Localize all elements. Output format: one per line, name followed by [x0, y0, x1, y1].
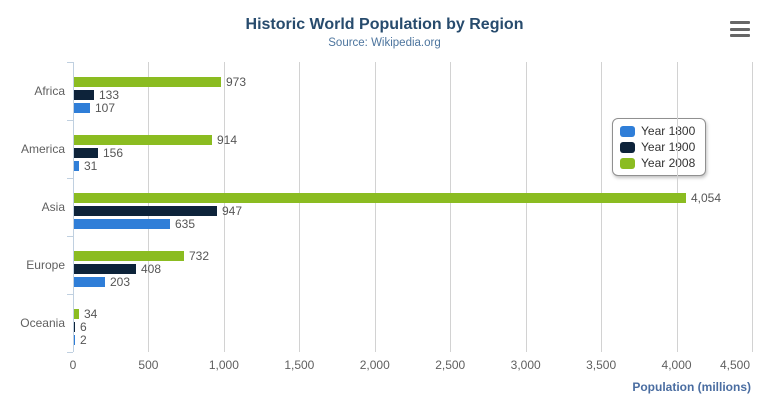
- hamburger-icon: [730, 34, 750, 37]
- category-label: Africa: [34, 84, 65, 98]
- gridline: [223, 62, 225, 352]
- bar-year-1900-europe[interactable]: [74, 264, 136, 274]
- data-label: 947: [222, 204, 243, 218]
- x-axis-label: 3,000: [510, 358, 541, 372]
- bar-year-1900-america[interactable]: [74, 148, 98, 158]
- bar-year-1800-asia[interactable]: [74, 219, 170, 229]
- x-axis-label: 2,000: [359, 358, 390, 372]
- gridline: [525, 62, 527, 352]
- x-axis-label: 1,000: [208, 358, 239, 372]
- bar-year-2008-america[interactable]: [74, 135, 212, 145]
- category-label: Asia: [41, 200, 65, 214]
- hamburger-icon: [730, 21, 750, 24]
- bar-year-2008-oceania[interactable]: [74, 309, 79, 319]
- legend-swatch: [620, 157, 635, 169]
- data-label: 6: [80, 320, 87, 334]
- data-label: 203: [110, 275, 131, 289]
- x-axis-label: 3,500: [586, 358, 617, 372]
- export-menu-button[interactable]: [728, 19, 752, 39]
- gridline: [299, 62, 301, 352]
- legend-label: Year 1800: [641, 124, 696, 138]
- data-label: 914: [217, 133, 238, 147]
- category-label: Oceania: [20, 316, 65, 330]
- data-label: 4,054: [691, 191, 722, 205]
- legend-item-year-2008[interactable]: Year 2008: [620, 155, 699, 171]
- bar-year-2008-europe[interactable]: [74, 251, 184, 261]
- category-label: Europe: [26, 258, 65, 272]
- x-axis-label: 2,500: [435, 358, 466, 372]
- x-axis-label: 0: [69, 358, 77, 372]
- chart-title: Historic World Population by Region: [245, 16, 524, 33]
- legend: Year 1800 Year 1900 Year 2008: [612, 118, 706, 176]
- data-label: 732: [189, 249, 210, 263]
- legend-swatch: [620, 141, 635, 153]
- bar-year-2008-africa[interactable]: [74, 77, 221, 87]
- x-axis-label: 1,500: [284, 358, 315, 372]
- category-axis-tick: [67, 236, 73, 237]
- legend-label: Year 2008: [641, 156, 696, 170]
- data-label: 156: [103, 146, 124, 160]
- category-axis-tick: [67, 294, 73, 295]
- legend-swatch: [620, 125, 635, 137]
- x-axis-label: 500: [138, 358, 159, 372]
- data-label: 408: [141, 262, 162, 276]
- data-label: 31: [84, 159, 98, 173]
- x-axis-label: 4,000: [661, 358, 692, 372]
- gridline: [450, 62, 452, 352]
- bar-year-2008-asia[interactable]: [74, 193, 686, 203]
- gridline: [676, 62, 678, 352]
- chart-subtitle: Source: Wikipedia.org: [328, 37, 441, 49]
- category-axis-tick: [67, 62, 73, 63]
- category-axis-tick: [67, 120, 73, 121]
- gridline: [601, 62, 603, 352]
- x-axis-title: Population (millions): [632, 380, 751, 394]
- data-label: 133: [99, 88, 120, 102]
- x-axis-label: 4,500: [719, 358, 750, 372]
- category-label: America: [20, 142, 65, 156]
- data-label: 2: [80, 333, 87, 347]
- data-label: 34: [84, 307, 98, 321]
- category-axis-tick: [67, 178, 73, 179]
- bar-year-1800-africa[interactable]: [74, 103, 90, 113]
- bar-year-1800-america[interactable]: [74, 161, 79, 171]
- category-axis-line: [73, 62, 74, 352]
- legend-item-year-1900[interactable]: Year 1900: [620, 139, 699, 155]
- bar-year-1900-oceania[interactable]: [74, 322, 75, 332]
- legend-item-year-1800[interactable]: Year 1800: [620, 123, 699, 139]
- data-label: 635: [175, 217, 196, 231]
- bar-year-1900-africa[interactable]: [74, 90, 94, 100]
- data-label: 973: [226, 75, 247, 89]
- gridline: [374, 62, 376, 352]
- gridline: [752, 62, 753, 352]
- category-axis-tick: [67, 352, 73, 353]
- data-label: 107: [95, 101, 116, 115]
- bar-year-1800-europe[interactable]: [74, 277, 105, 287]
- hamburger-icon: [730, 27, 750, 31]
- legend-label: Year 1900: [641, 140, 696, 154]
- bar-year-1900-asia[interactable]: [74, 206, 217, 216]
- bar-year-1800-oceania[interactable]: [74, 335, 75, 345]
